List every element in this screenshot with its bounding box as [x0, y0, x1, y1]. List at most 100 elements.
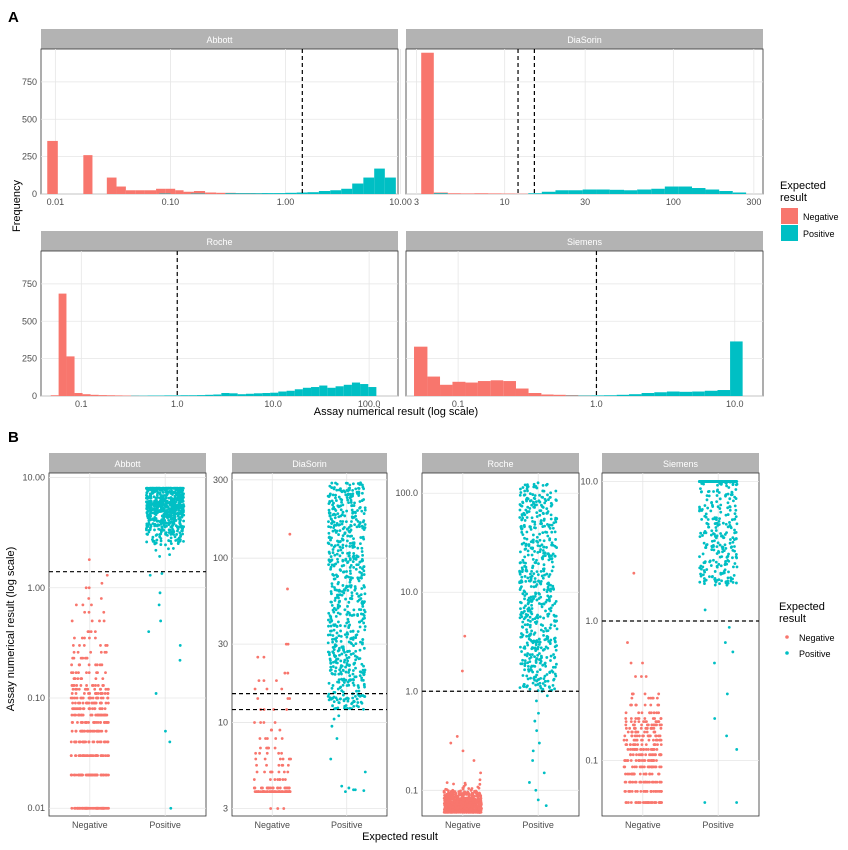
y-tick-label: 0.10: [27, 693, 45, 703]
data-point-negative: [637, 717, 641, 720]
data-point-positive: [333, 516, 337, 520]
data-point-negative: [453, 800, 457, 804]
data-point-negative: [70, 692, 74, 695]
data-point-positive: [709, 533, 713, 537]
data-point-positive: [549, 504, 553, 508]
data-point-positive: [728, 497, 732, 501]
data-point-positive: [355, 525, 359, 529]
data-point-positive: [330, 481, 334, 485]
data-point-negative: [658, 801, 662, 804]
data-point-positive: [328, 499, 332, 503]
data-point-negative: [640, 711, 644, 715]
data-point-negative: [444, 796, 448, 800]
data-point-positive: [343, 704, 347, 708]
data-point-negative: [277, 763, 281, 767]
histogram-bar-positive: [253, 393, 263, 396]
histogram-bar-negative: [135, 190, 145, 194]
data-point-negative: [644, 801, 648, 804]
data-point-positive: [520, 662, 524, 666]
data-point-negative: [642, 765, 646, 769]
data-point-negative: [106, 687, 110, 691]
data-point-positive: [349, 501, 353, 504]
data-point-positive: [363, 523, 367, 526]
data-point-positive: [542, 602, 545, 606]
data-point-positive: [733, 562, 737, 565]
data-point-positive: [538, 538, 542, 542]
plot-area: [405, 250, 764, 397]
data-point-positive: [539, 659, 543, 663]
data-point-negative: [70, 729, 74, 733]
y-tick-label: 500: [22, 114, 37, 124]
data-point-positive: [554, 620, 558, 623]
legend-a-negative-label: Negative: [803, 212, 839, 222]
histogram-bar-positive: [433, 193, 448, 194]
facet-strip-label: Abbott: [206, 35, 233, 45]
data-point-negative: [637, 734, 641, 738]
data-point-positive: [519, 601, 523, 605]
legend-b-negative-key: [785, 635, 789, 639]
x-tick-label: Positive: [702, 820, 734, 830]
data-point-positive: [528, 492, 532, 496]
data-point-positive: [541, 496, 545, 499]
data-point-positive: [162, 523, 166, 527]
data-point-positive: [550, 554, 553, 558]
data-point-negative: [70, 684, 74, 687]
data-point-positive: [531, 564, 535, 568]
histogram-bar-negative: [490, 380, 504, 396]
histogram-bar-negative: [488, 193, 502, 194]
y-tick-label: 1.00: [27, 583, 45, 593]
data-point-positive: [544, 530, 547, 534]
data-point-positive: [358, 648, 362, 652]
data-point-positive: [542, 545, 545, 549]
data-point-positive: [354, 675, 358, 679]
data-point-negative: [629, 753, 632, 757]
data-point-negative: [87, 740, 91, 744]
data-point-positive: [362, 707, 365, 711]
data-point-negative: [85, 806, 89, 810]
data-point-positive: [533, 520, 537, 524]
data-point-positive: [172, 497, 175, 501]
x-tick-label: Negative: [72, 820, 108, 830]
data-point-negative: [629, 720, 633, 723]
data-point-positive: [339, 487, 342, 491]
histogram-bar-positive: [225, 193, 240, 194]
data-point-positive: [363, 625, 367, 628]
data-point-negative: [102, 773, 105, 777]
data-point-negative: [258, 737, 262, 740]
data-point-negative: [91, 696, 95, 700]
data-point-negative: [104, 671, 107, 675]
data-point-positive: [360, 550, 364, 553]
data-point-positive: [327, 624, 330, 628]
data-point-positive: [332, 717, 336, 721]
histogram-bar-negative: [74, 393, 83, 396]
data-point-negative: [633, 780, 637, 784]
data-point-negative: [94, 684, 97, 687]
data-point-positive: [528, 687, 532, 691]
data-point-negative: [451, 805, 455, 809]
data-point-positive: [341, 503, 345, 507]
data-point-negative: [107, 773, 110, 777]
data-point-negative: [626, 748, 630, 751]
data-point-positive: [338, 529, 342, 533]
data-point-positive: [542, 630, 545, 633]
histogram-bar-positive: [666, 391, 680, 396]
data-point-negative: [645, 723, 649, 727]
data-point-positive: [545, 546, 548, 549]
data-point-positive: [726, 480, 729, 483]
data-point-positive: [359, 700, 363, 704]
data-point-positive: [172, 510, 176, 514]
data-point-negative: [104, 729, 108, 733]
data-point-positive: [553, 665, 557, 669]
plot-area: [421, 472, 580, 817]
data-point-positive: [333, 672, 337, 676]
data-point-positive: [363, 600, 366, 604]
data-point-positive: [543, 680, 547, 683]
data-point-negative: [255, 763, 258, 767]
data-point-positive: [354, 694, 357, 698]
histogram-bar-positive: [302, 387, 312, 396]
data-point-negative: [636, 801, 640, 804]
data-point-positive: [714, 526, 718, 529]
data-point-negative: [463, 790, 467, 794]
data-point-positive: [348, 551, 351, 555]
data-point-negative: [467, 787, 471, 790]
